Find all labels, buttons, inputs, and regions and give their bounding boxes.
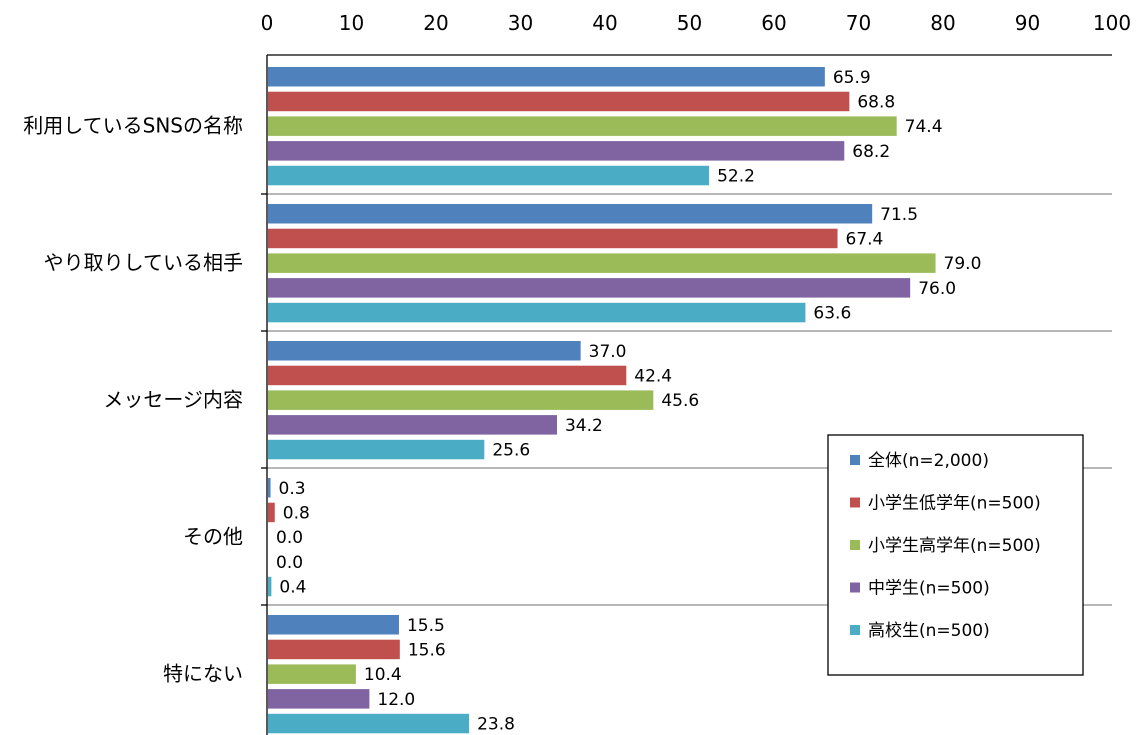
category-label: 利用しているSNSの名称 [23,114,243,138]
bar [268,440,484,460]
data-label: 67.4 [846,229,884,249]
data-label: 45.6 [661,391,699,411]
x-tick-label: 40 [592,11,617,35]
bar [268,278,910,298]
data-label: 0.0 [276,528,303,548]
bar [268,390,653,410]
legend-label: 全体(n=2,000) [868,451,989,471]
category-label: メッセージ内容 [103,388,243,412]
category-label: 特にない [163,662,243,686]
bar [268,116,897,135]
data-label: 15.6 [408,640,446,660]
legend-label: 小学生高学年(n=500) [868,536,1041,556]
bar [268,577,271,597]
bar [268,503,275,523]
category-label: その他 [183,525,243,549]
bar [268,229,838,249]
legend-label: 高校生(n=500) [868,621,990,641]
data-label: 0.3 [279,479,306,499]
bar [268,253,936,273]
x-tick-label: 30 [508,11,533,35]
x-tick-label: 90 [1015,11,1040,35]
data-label: 79.0 [944,254,982,274]
legend: 全体(n=2,000) 小学生低学年(n=500) 小学生高学年(n=500) 中学生… [828,435,1083,675]
data-label: 0.0 [276,553,303,573]
data-label: 23.8 [477,715,515,735]
bar [268,714,469,734]
data-label: 25.6 [492,441,530,461]
x-tick-label: 70 [846,11,871,35]
data-label: 68.2 [852,142,890,162]
bar [268,303,805,323]
legend-swatch [850,540,860,550]
legend-swatch [850,455,860,465]
data-label: 52.2 [717,167,755,187]
x-tick-label: 50 [677,11,702,35]
x-tick-label: 0 [261,11,274,35]
data-label: 76.0 [918,279,956,299]
data-label: 68.8 [857,92,895,112]
bar [268,67,825,87]
bar [268,664,356,684]
bar [268,92,849,112]
bar [268,415,557,435]
bar [268,640,400,660]
legend-swatch [850,583,860,593]
bar [268,689,369,709]
data-label: 15.5 [407,616,445,636]
legend-swatch [850,625,860,635]
bar [268,341,581,361]
data-label: 0.4 [279,578,306,598]
bar [268,478,271,498]
data-label: 10.4 [364,665,402,685]
data-label: 71.5 [880,205,918,225]
bar [268,166,709,186]
data-label: 37.0 [589,342,627,362]
data-label: 42.4 [634,366,672,386]
data-label: 63.6 [813,304,851,324]
data-label: 0.8 [283,503,310,523]
data-label: 12.0 [377,690,415,710]
legend-label: 小学生低学年(n=500) [868,494,1041,514]
data-label: 74.4 [905,117,943,137]
bar [268,615,399,635]
x-tick-label: 10 [339,11,364,35]
x-tick-label: 100 [1093,11,1131,35]
x-tick-labels: 0 10 20 30 40 50 60 70 80 90 100 [261,11,1131,35]
category-label: やり取りしている相手 [44,251,243,275]
bar [268,141,844,161]
data-label: 34.2 [565,416,603,436]
x-tick-label: 20 [423,11,448,35]
x-tick-label: 60 [761,11,786,35]
data-label: 65.9 [833,68,871,88]
legend-label: 中学生(n=500) [868,579,990,599]
bar [268,204,872,224]
x-tick-label: 80 [930,11,955,35]
legend-swatch [850,498,860,508]
bar [268,366,626,386]
